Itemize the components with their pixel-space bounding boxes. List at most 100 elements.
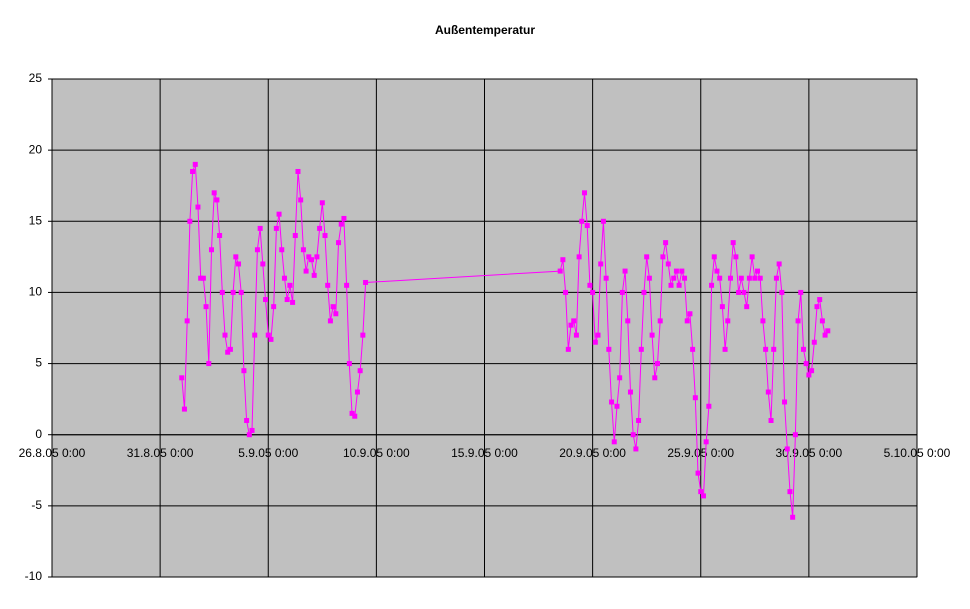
marker (617, 375, 623, 381)
marker (757, 275, 763, 281)
y-tick-label: -5 (31, 498, 42, 512)
marker (211, 190, 217, 196)
marker (573, 332, 579, 338)
marker (222, 332, 228, 338)
marker (579, 218, 585, 224)
marker (252, 332, 258, 338)
marker (592, 339, 598, 345)
marker (349, 410, 355, 416)
marker (614, 403, 620, 409)
marker (744, 304, 750, 310)
marker (303, 268, 309, 274)
marker (811, 339, 817, 345)
marker (281, 275, 287, 281)
marker (571, 318, 577, 324)
marker (727, 275, 733, 281)
marker (203, 304, 209, 310)
marker (787, 489, 793, 495)
marker (179, 375, 185, 381)
marker (814, 304, 820, 310)
marker (733, 254, 739, 260)
marker (671, 275, 677, 281)
marker (317, 225, 323, 231)
marker (682, 275, 688, 281)
marker (622, 268, 628, 274)
marker (184, 318, 190, 324)
marker (641, 289, 647, 295)
marker (646, 275, 652, 281)
chart-title: Außentemperatur (435, 23, 535, 37)
marker (187, 218, 193, 224)
marker (822, 332, 828, 338)
marker (779, 289, 785, 295)
marker (338, 221, 344, 227)
marker (784, 446, 790, 452)
marker (600, 218, 606, 224)
marker (752, 275, 758, 281)
marker (652, 375, 658, 381)
marker (219, 289, 225, 295)
marker (584, 223, 590, 229)
marker (755, 268, 761, 274)
y-tick-label: 20 (29, 142, 43, 156)
marker (214, 197, 220, 203)
marker (700, 493, 706, 499)
marker (354, 389, 360, 395)
marker (644, 254, 650, 260)
marker (638, 346, 644, 352)
marker (776, 261, 782, 267)
x-tick-label: 20.9.05 0:00 (559, 446, 626, 460)
marker (717, 275, 723, 281)
marker (298, 197, 304, 203)
marker (276, 211, 282, 217)
marker (803, 361, 809, 367)
x-tick-label: 5.10.05 0:00 (884, 446, 951, 460)
marker (290, 299, 296, 305)
marker (598, 261, 604, 267)
marker (719, 304, 725, 310)
marker (736, 289, 742, 295)
marker (325, 282, 331, 288)
marker (749, 254, 755, 260)
marker (738, 275, 744, 281)
y-tick-label: 15 (29, 213, 43, 227)
marker (230, 289, 236, 295)
marker (706, 403, 712, 409)
marker (557, 268, 563, 274)
marker (611, 439, 617, 445)
marker (625, 318, 631, 324)
marker (668, 282, 674, 288)
marker (795, 318, 801, 324)
marker (819, 318, 825, 324)
marker (603, 275, 609, 281)
x-tick-label: 15.9.05 0:00 (451, 446, 518, 460)
marker (271, 304, 277, 310)
marker (725, 318, 731, 324)
marker (825, 328, 831, 334)
marker (633, 446, 639, 452)
marker (249, 427, 255, 433)
marker (279, 247, 285, 253)
marker (227, 346, 233, 352)
marker (300, 247, 306, 253)
x-tick-label: 5.9.05 0:00 (238, 446, 298, 460)
marker (336, 240, 342, 246)
marker (692, 395, 698, 401)
marker (817, 297, 823, 303)
marker (630, 432, 636, 438)
marker (768, 417, 774, 423)
marker (714, 268, 720, 274)
marker (649, 332, 655, 338)
y-tick-label: 25 (29, 71, 43, 85)
marker (319, 200, 325, 206)
marker (765, 389, 771, 395)
marker (292, 233, 298, 239)
marker (660, 254, 666, 260)
x-tick-label: 31.8.05 0:00 (127, 446, 194, 460)
marker (684, 318, 690, 324)
marker (217, 233, 223, 239)
marker (711, 254, 717, 260)
y-tick-label: 5 (35, 356, 42, 370)
y-tick-label: -10 (25, 569, 43, 583)
